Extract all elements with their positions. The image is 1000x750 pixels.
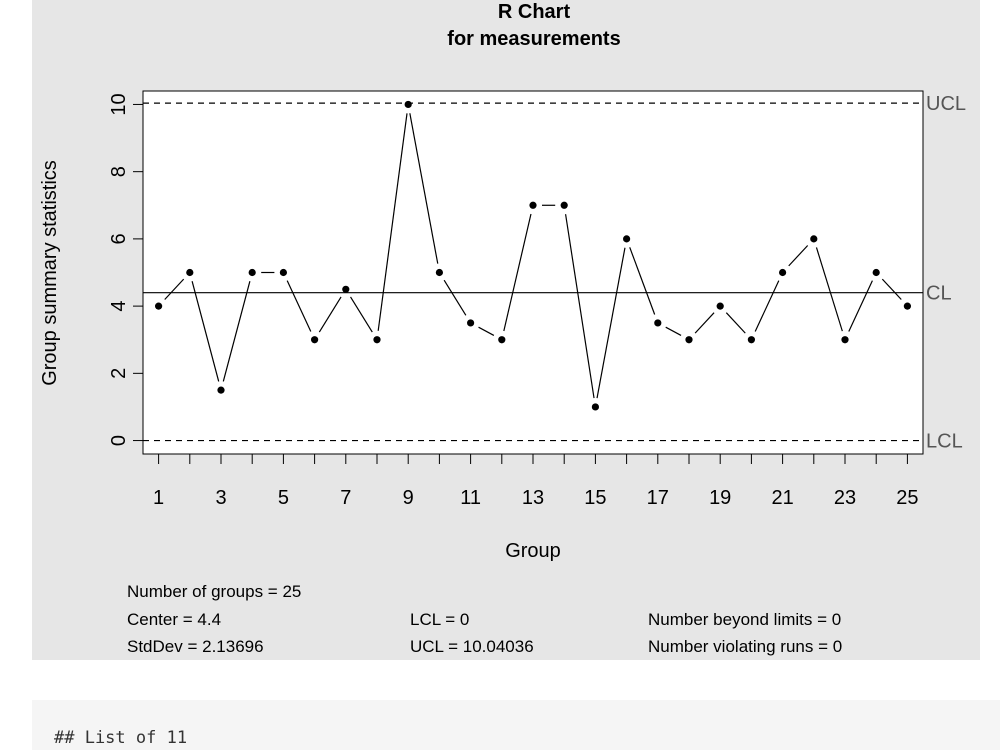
data-point: [654, 319, 662, 327]
stat-stddev: StdDev = 2.13696: [127, 637, 264, 656]
data-point: [342, 285, 350, 293]
series-segment: [409, 113, 439, 264]
series-segment: [848, 280, 873, 332]
series-segment: [350, 296, 373, 333]
data-point: [467, 319, 475, 327]
y-tick-label: 4: [108, 301, 130, 312]
data-point: [435, 268, 443, 277]
data-point: [155, 302, 163, 310]
lcl-label: LCL: [926, 431, 963, 453]
plot-area: [142, 90, 924, 455]
series-segment: [164, 278, 185, 300]
x-tick-label: 21: [771, 487, 793, 509]
data-point: [373, 336, 381, 344]
data-point: [248, 268, 256, 277]
data-point: [747, 336, 756, 344]
data-point: [841, 336, 849, 344]
series-segment: [754, 280, 780, 332]
x-tick-label: 23: [834, 487, 856, 509]
y-tick-label: 0: [108, 435, 130, 446]
series-segment: [503, 213, 532, 332]
x-tick-label: 25: [896, 487, 918, 509]
series-segment: [222, 281, 251, 382]
x-tick-label: 1: [153, 487, 164, 509]
console-output: ## List of 11: [32, 700, 1000, 750]
data-point: [217, 386, 225, 394]
data-point: [404, 100, 412, 109]
stat-beyond-limits: Number beyond limits = 0: [648, 610, 842, 629]
data-point: [279, 268, 287, 277]
y-tick-label: 10: [108, 93, 130, 115]
data-point: [872, 268, 880, 277]
data-point: [716, 302, 724, 310]
stat-ucl: UCL = 10.04036: [410, 637, 534, 656]
series-segment: [665, 326, 682, 336]
y-tick-label: 2: [108, 368, 130, 379]
y-tick-label: 6: [108, 233, 130, 244]
series-segment: [629, 247, 656, 315]
series-segment: [564, 214, 595, 399]
series-segment: [725, 312, 746, 334]
x-tick-label: 5: [278, 487, 289, 509]
x-tick-label: 13: [522, 487, 544, 509]
y-tick-label: 8: [108, 166, 130, 177]
data-point: [810, 235, 818, 243]
series-segment: [318, 296, 342, 333]
data-point: [311, 336, 319, 344]
data-point: [591, 403, 600, 411]
center-label: CL: [926, 283, 952, 305]
series-segment: [815, 247, 843, 332]
stat-center: Center = 4.4: [127, 610, 222, 629]
x-tick-label: 17: [647, 487, 669, 509]
x-tick-label: 15: [584, 487, 606, 509]
ucl-label: UCL: [926, 93, 966, 115]
series-segment: [694, 312, 715, 334]
series-segment: [377, 113, 408, 331]
series-segment: [478, 326, 495, 336]
x-axis-label: Group: [505, 540, 561, 562]
series-segment: [596, 247, 626, 399]
data-point: [779, 268, 787, 277]
data-point: [623, 235, 631, 243]
data-point: [685, 336, 693, 344]
x-tick-label: 11: [460, 487, 481, 509]
x-tick-label: 9: [403, 487, 414, 509]
console-output-text: ## List of 11: [54, 728, 188, 748]
x-tick-label: 7: [340, 487, 351, 509]
series-segment: [191, 281, 220, 382]
y-axis-label: Group summary statistics: [39, 160, 61, 386]
data-point: [560, 201, 568, 209]
data-point: [903, 302, 912, 310]
data-point: [529, 201, 537, 209]
data-point: [498, 336, 506, 344]
chart-subtitle: for measurements: [447, 28, 620, 50]
series-segment: [788, 245, 809, 267]
chart-title: R Chart: [498, 1, 571, 23]
data-point: [186, 268, 194, 277]
series-segment: [286, 280, 312, 332]
stat-lcl: LCL = 0: [410, 610, 470, 629]
stat-violating-runs: Number violating runs = 0: [648, 637, 843, 656]
x-tick-label: 19: [709, 487, 731, 509]
series-segment: [443, 279, 467, 316]
stat-number-of-groups: Number of groups = 25: [127, 582, 302, 601]
series-segment: [881, 278, 902, 300]
x-tick-label: 3: [215, 487, 226, 509]
